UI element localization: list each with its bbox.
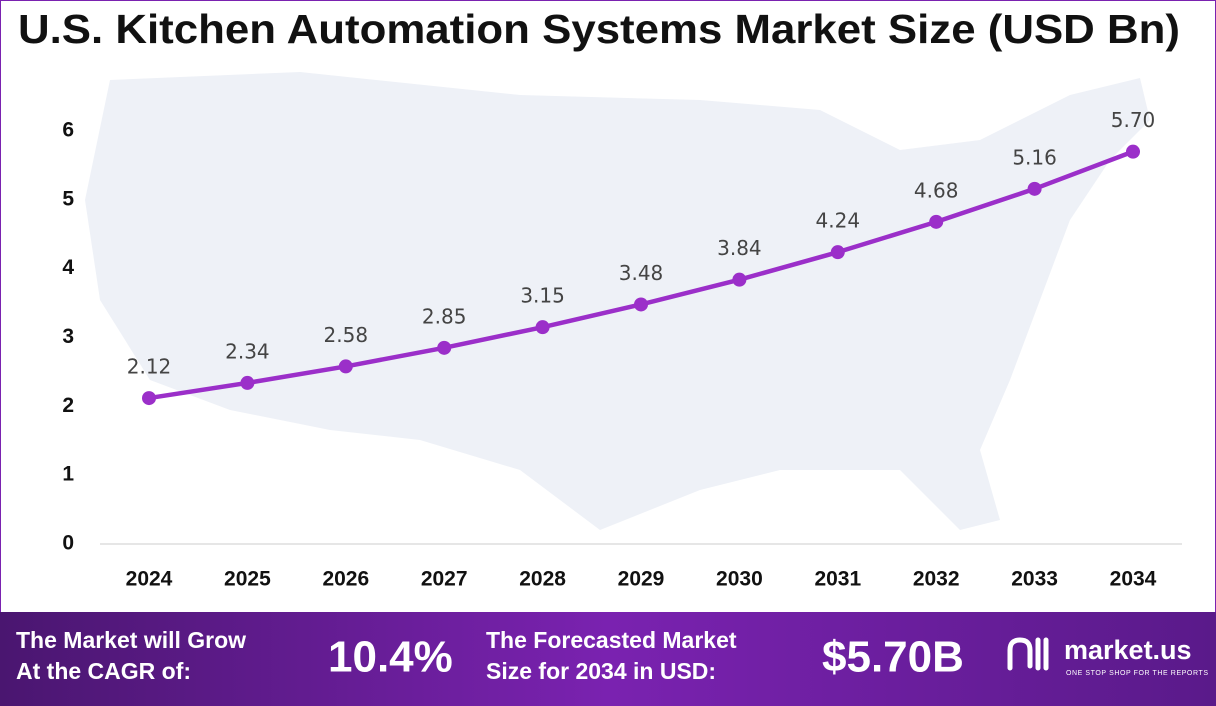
point xyxy=(1126,144,1140,159)
x-tick-label: 2024 xyxy=(126,568,173,591)
y-tick-label: 3 xyxy=(62,325,74,348)
data-label: 4.68 xyxy=(914,178,959,202)
x-tick-label: 2031 xyxy=(814,568,861,591)
cagr-value: 10.4% xyxy=(328,633,453,682)
data-label: 3.84 xyxy=(717,236,762,260)
point xyxy=(732,272,747,287)
data-label: 4.24 xyxy=(816,209,861,233)
chart-title: U.S. Kitchen Automation Systems Market S… xyxy=(18,6,1180,52)
data-label: 2.12 xyxy=(127,355,172,379)
x-tick-label: 2027 xyxy=(421,568,468,591)
data-label: 5.70 xyxy=(1111,108,1156,132)
point xyxy=(929,214,944,229)
x-tick-label: 2032 xyxy=(913,568,960,591)
x-tick-label: 2026 xyxy=(322,568,369,591)
forecast-text: The Forecasted Market xyxy=(486,627,737,653)
y-tick-label: 6 xyxy=(62,119,74,142)
x-tick-label: 2029 xyxy=(618,568,665,591)
y-tick-label: 4 xyxy=(62,256,74,279)
point xyxy=(338,359,353,374)
data-label: 5.16 xyxy=(1012,145,1057,169)
y-tick-label: 2 xyxy=(62,394,74,417)
forecast-value: $5.70B xyxy=(822,633,964,682)
data-label: 2.85 xyxy=(422,304,467,328)
point xyxy=(634,297,648,312)
map-background xyxy=(85,72,1150,530)
y-tick-label: 1 xyxy=(62,463,74,486)
cagr-text: At the CAGR of: xyxy=(16,658,191,684)
data-label: 2.58 xyxy=(324,323,369,347)
x-tick-label: 2028 xyxy=(519,568,566,591)
data-label: 3.15 xyxy=(520,284,565,308)
point xyxy=(830,245,845,260)
point xyxy=(437,340,452,355)
cagr-text: The Market will Grow xyxy=(16,627,246,653)
x-tick-label: 2034 xyxy=(1110,568,1157,591)
data-label: 3.48 xyxy=(619,261,664,285)
y-tick-label: 5 xyxy=(62,187,74,210)
point xyxy=(535,320,550,335)
y-tick-label: 0 xyxy=(62,532,74,555)
forecast-text: Size for 2034 in USD: xyxy=(486,658,716,684)
tagline: ONE STOP SHOP FOR THE REPORTS xyxy=(1066,670,1208,677)
point xyxy=(142,391,156,406)
point xyxy=(240,375,255,390)
footer-band xyxy=(0,612,1216,706)
point xyxy=(1027,181,1042,196)
x-tick-label: 2033 xyxy=(1011,568,1058,591)
brand: market.us xyxy=(1064,635,1192,665)
data-label: 2.34 xyxy=(225,339,270,363)
x-tick-label: 2030 xyxy=(716,568,763,591)
x-tick-label: 2025 xyxy=(224,568,271,591)
brand-logo xyxy=(1007,637,1049,671)
